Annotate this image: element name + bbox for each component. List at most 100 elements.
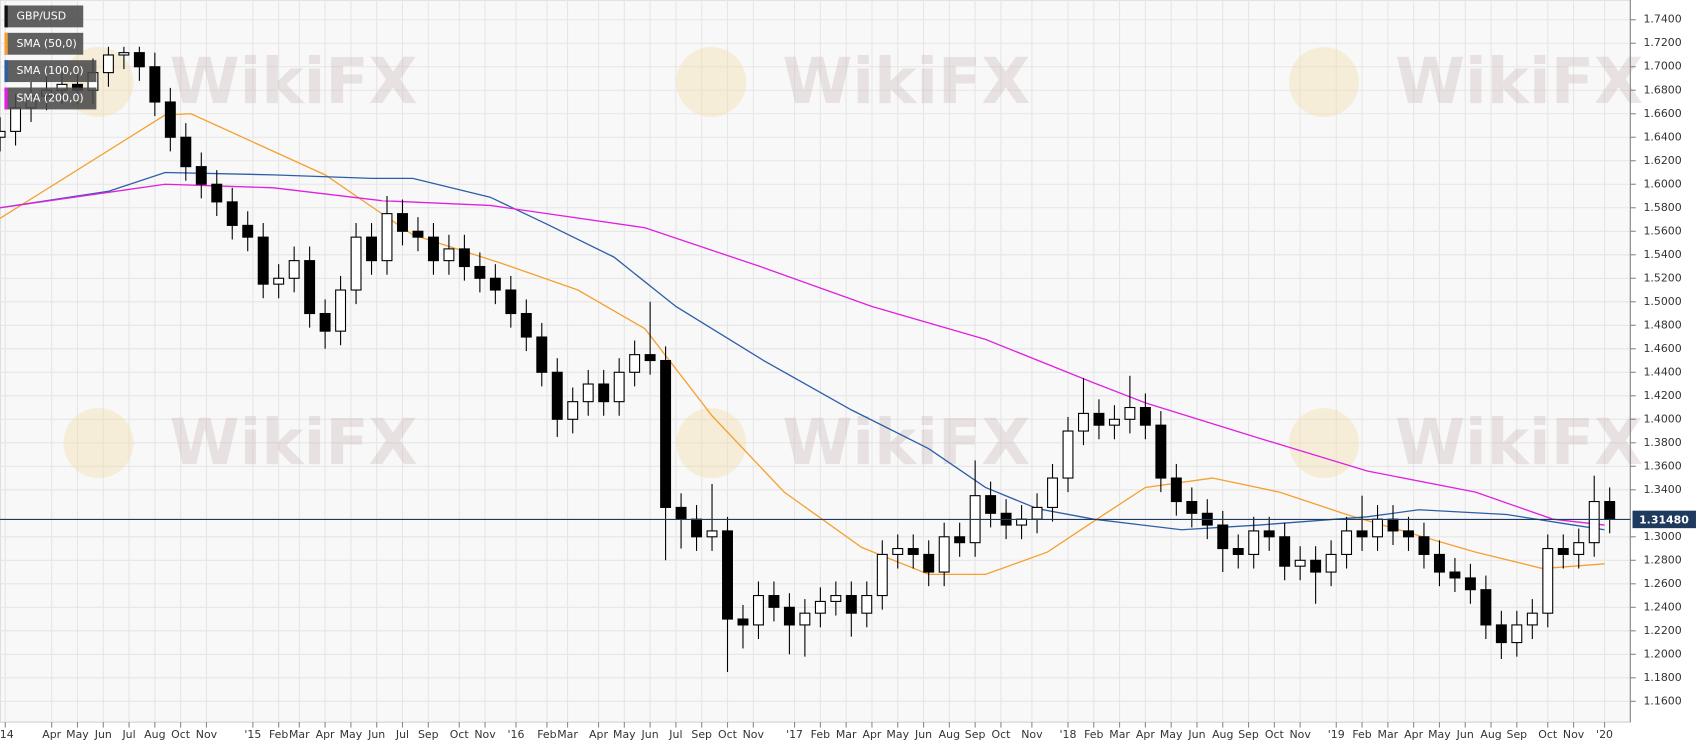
candle-body [164,101,176,138]
candle-body [845,595,857,614]
candle-body [335,289,347,332]
y-tick-label: 1.4400 [1643,365,1681,378]
grid [0,0,1631,723]
x-tick-label: Jun [367,728,385,741]
candle-body [799,612,811,626]
y-tick-label: 1.2600 [1643,577,1681,590]
candle-body [412,230,424,238]
x-tick-label: Jun [914,728,932,741]
candle-body [1062,430,1074,479]
y-tick-label: 1.5200 [1643,271,1681,284]
candle-body [102,54,114,74]
legend-swatch [4,32,8,55]
x-tick-label: '17 [786,728,803,741]
candle-body [644,354,656,362]
x-tick-label: May [66,728,89,741]
x-tick-label: Jul [395,728,409,741]
candle-body [613,371,625,403]
y-tick-label: 1.3000 [1643,530,1681,543]
candle-body [427,236,439,262]
y-tick-label: 1.4600 [1643,342,1681,355]
x-tick-label: May [886,728,909,741]
y-tick-label: 1.2000 [1643,647,1681,660]
candle-body [1108,418,1120,426]
candle-body [660,359,672,508]
x-tick-label: Sep [691,728,712,741]
x-tick-label: Jul [121,728,135,741]
candle-body [768,595,780,608]
x-tick-label: Sep [418,728,439,741]
candle-body [1016,518,1028,526]
y-tick-label: 1.1800 [1643,671,1681,684]
sma-line [0,183,1605,526]
watermark-logo [1288,408,1359,479]
candle-body [1495,624,1507,644]
candle-body [1604,500,1616,520]
candle-body [675,506,687,520]
x-tick-label: Mar [557,728,578,741]
x-tick-label: '14 [0,728,14,741]
x-tick-label: Mar [1109,728,1130,741]
candle-body [1557,548,1569,555]
last-price-label: 1.31480 [1639,514,1689,527]
candle-body [551,371,563,420]
candle-body [273,277,285,285]
candle-body [1031,506,1043,520]
candle-body [629,354,641,373]
watermark: WikiFX [170,405,418,479]
legend-box [4,87,97,110]
candle-body [319,312,331,332]
candle-body [1372,518,1384,538]
candle-body [907,548,919,555]
y-tick-label: 1.6800 [1643,83,1681,96]
legend-swatch [4,60,8,83]
candle-body [1047,477,1058,508]
candle-body [1170,477,1182,503]
candle-body [691,518,703,538]
y-tick-label: 1.3600 [1643,459,1681,472]
candle-body [892,548,904,555]
y-tick-label: 1.7000 [1643,60,1681,73]
watermarks: WikiFX WikiFX WikiFX WikiFX WikiFX WikiFX [63,44,1643,479]
candle-body [1433,553,1445,573]
candle-body [211,183,223,203]
x-tick-label: Jun [641,728,659,741]
candle-body [706,530,718,538]
candle-body [366,236,378,262]
x-tick-label: May [613,728,636,741]
x-tick-label: Oct [450,728,470,741]
candle-body [1279,536,1291,567]
x-tick-label: Nov [1563,728,1585,741]
candle-body [1310,559,1322,573]
candle-body [830,595,842,602]
x-tick-label: Nov [1021,728,1043,741]
x-tick-label: Apr [862,728,881,741]
legend-label: SMA (50,0) [17,37,77,50]
x-tick-label: '20 [1596,728,1613,741]
legend-swatch [4,87,8,110]
x-tick-label: Jun [1456,728,1474,741]
legend-label: SMA (100,0) [17,64,84,77]
candle-body [1542,548,1554,614]
candle-body [10,107,22,132]
candle-body [598,383,610,403]
candle-body [180,136,192,168]
candle-body [257,236,269,285]
candle-body [722,530,733,620]
watermark-logo [676,47,747,118]
legend-label: GBP/USD [17,9,67,22]
candle-body [1124,406,1136,420]
x-tick-label: Nov [474,728,496,741]
sma-line [0,171,1605,531]
candle-body [1480,589,1492,626]
x-tick-label: '15 [244,728,261,741]
y-tick-label: 1.7200 [1643,36,1681,49]
x-tick-label: Feb [1352,728,1371,741]
candle-body [0,130,6,138]
y-tick-label: 1.4800 [1643,318,1681,331]
y-tick-label: 1.4200 [1643,389,1681,402]
watermark: WikiFX [782,405,1030,479]
candle-body [350,236,362,291]
y-tick-label: 1.6200 [1643,154,1681,167]
